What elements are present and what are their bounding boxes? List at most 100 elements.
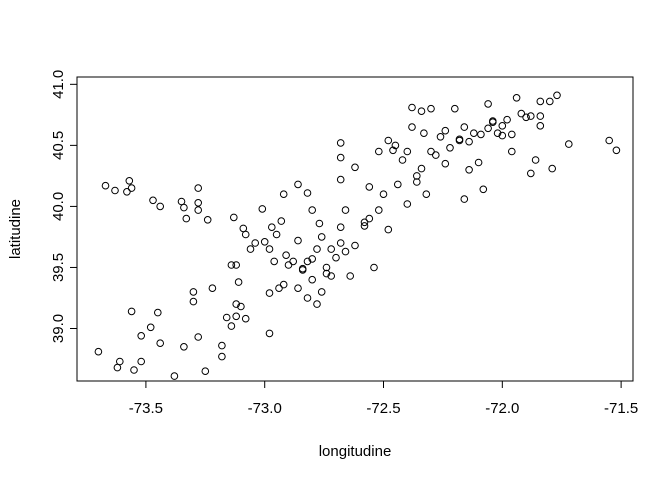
scatter-point	[417, 164, 426, 173]
x-axis: -73.5 -73.0 -72.5 -72.0 -71.5	[129, 380, 638, 417]
scatter-point	[303, 294, 312, 302]
scatter-point	[303, 189, 312, 197]
scatter-point	[508, 147, 516, 156]
scatter-point	[470, 129, 478, 137]
scatter-point	[536, 122, 545, 130]
y-tick-label: 39.0	[50, 314, 67, 343]
scatter-point	[303, 257, 312, 266]
scatter-point	[375, 206, 383, 214]
scatter-point	[536, 97, 545, 106]
scatter-point	[408, 103, 416, 112]
scatter-point	[279, 280, 288, 289]
scatter-point	[512, 94, 521, 102]
scatter-point	[294, 236, 302, 245]
x-tick-label: -72.5	[366, 400, 400, 417]
scatter-point	[432, 151, 440, 159]
scatter-point	[258, 205, 267, 213]
scatter-point	[146, 323, 155, 332]
y-tick-label: 40.5	[50, 131, 67, 160]
scatter-point	[548, 164, 557, 173]
scatter-point	[403, 200, 412, 208]
x-axis-label: longitudine	[319, 443, 392, 460]
scatter-point	[327, 272, 336, 280]
scatter-point	[317, 288, 326, 296]
scatter-point	[241, 314, 250, 323]
y-axis-label: latitudine	[7, 199, 24, 259]
scatter-point	[417, 107, 426, 115]
scatter-point	[227, 261, 236, 269]
scatter-point	[346, 272, 355, 280]
scatter-point	[232, 300, 240, 308]
scatter-point	[116, 357, 124, 366]
scatter-point	[156, 339, 164, 348]
scatter-point	[441, 126, 450, 135]
scatter-point	[308, 275, 317, 284]
scatter-point	[384, 136, 393, 145]
scatter-point	[180, 203, 188, 212]
scatter-point	[222, 313, 231, 322]
scatter-point	[272, 230, 281, 239]
scatter-point	[503, 115, 511, 124]
scatter-point	[605, 136, 614, 145]
scatter-point	[498, 122, 507, 130]
scatter-point	[101, 181, 110, 190]
scatter-point	[246, 245, 255, 253]
scatter-point	[477, 130, 485, 139]
scatter-point	[194, 184, 202, 192]
scatter-point	[308, 206, 317, 214]
scatter-point	[389, 146, 397, 155]
scatter-point	[493, 129, 502, 137]
scatter-point	[527, 169, 535, 178]
scatter-point	[268, 223, 276, 231]
scatter-point	[365, 183, 374, 191]
scatter-point	[227, 322, 236, 330]
scatter-point	[237, 302, 245, 311]
scatter-point	[391, 141, 400, 150]
scatter-point	[336, 139, 345, 147]
scatter-point	[420, 129, 428, 137]
scatter-point	[336, 153, 345, 162]
scatter-point	[239, 224, 248, 233]
scatter-point	[517, 109, 526, 118]
scatter-point	[201, 367, 210, 376]
scatter-point	[308, 255, 317, 263]
scatter-point	[111, 186, 119, 195]
scatter-point	[327, 245, 336, 253]
scatter-point	[315, 219, 324, 228]
scatter-point	[203, 216, 212, 224]
x-tick-label: -72.0	[485, 400, 519, 417]
y-tick-label: 40.0	[50, 192, 67, 221]
scatter-point	[313, 300, 321, 308]
scatter-point	[565, 140, 573, 148]
scatter-point	[489, 118, 497, 126]
scatter-point	[460, 195, 469, 203]
scatter-point	[265, 329, 274, 338]
scatter-point	[294, 284, 302, 293]
scatter-point	[154, 308, 162, 317]
scatter-point	[536, 112, 545, 120]
scatter-point	[351, 163, 359, 172]
scatter-point	[313, 245, 321, 253]
scatter-point	[360, 218, 369, 227]
scatter-point	[451, 104, 459, 113]
scatter-point	[341, 247, 350, 256]
scatter-point	[265, 289, 274, 297]
scatter-point	[279, 190, 288, 198]
scatter-point	[156, 202, 164, 211]
scatter-point	[498, 131, 507, 140]
scatter-point	[251, 239, 259, 247]
scatter-point	[194, 199, 202, 207]
scatter-point	[422, 190, 431, 198]
scatter-point	[531, 156, 540, 164]
scatter-point	[474, 158, 483, 167]
scatter-point	[94, 347, 103, 356]
scatter-point	[455, 136, 464, 145]
scatter-point	[127, 307, 136, 316]
x-tick-label: -71.5	[604, 400, 638, 417]
scatter-point	[460, 123, 469, 131]
scatter-point	[194, 333, 202, 341]
scatter-point	[218, 352, 226, 361]
scatter-point	[427, 104, 435, 113]
